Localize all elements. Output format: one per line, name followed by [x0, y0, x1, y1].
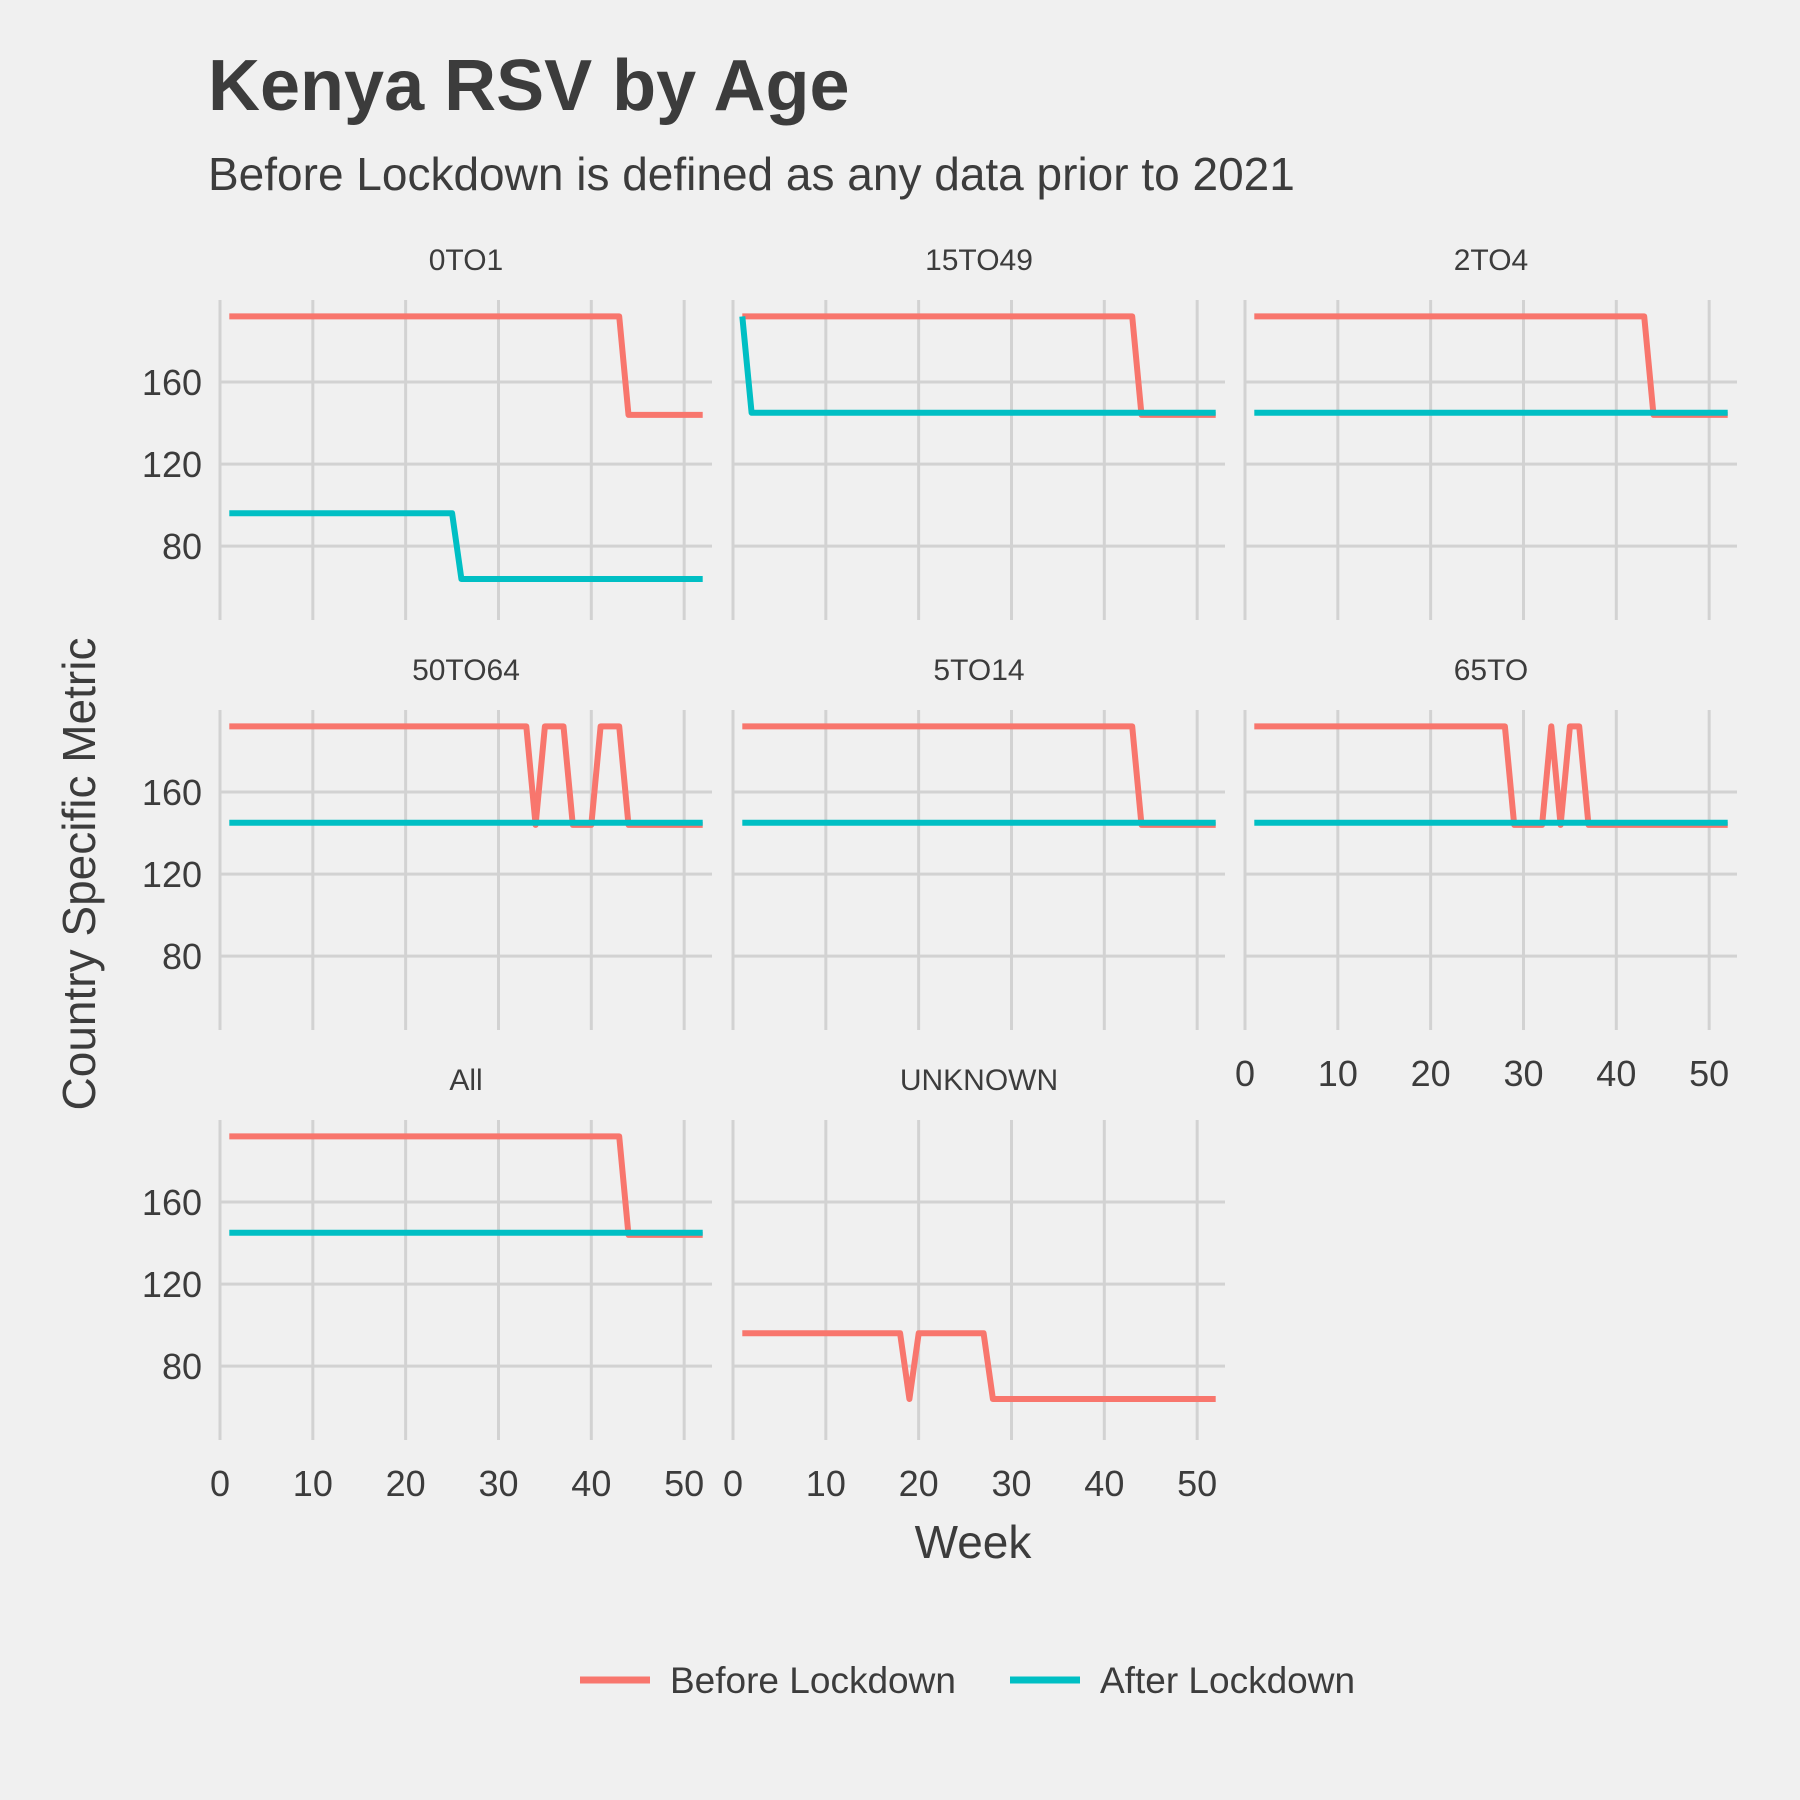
x-tick-label: 0: [210, 1463, 230, 1504]
y-tick-label: 160: [142, 1182, 202, 1223]
x-tick-label: 0: [723, 1463, 743, 1504]
facet-label: 15TO49: [925, 244, 1033, 277]
y-tick-label: 80: [162, 526, 202, 567]
legend-label: Before Lockdown: [670, 1660, 956, 1701]
legend-label: After Lockdown: [1100, 1660, 1355, 1701]
x-tick-label: 40: [1596, 1053, 1636, 1094]
x-tick-label: 50: [1689, 1053, 1729, 1094]
x-tick-label: 10: [293, 1463, 333, 1504]
x-tick-label: 40: [571, 1463, 611, 1504]
y-tick-label: 120: [142, 854, 202, 895]
x-tick-label: 10: [806, 1463, 846, 1504]
facet-label: 0TO1: [429, 244, 504, 277]
series-line: [229, 1133, 703, 1238]
x-axis-title: Week: [915, 1516, 1033, 1568]
series-line: [229, 723, 703, 828]
facet-label: 5TO14: [933, 654, 1024, 687]
y-tick-label: 80: [162, 936, 202, 977]
series-line: [739, 316, 1216, 416]
y-tick-label: 80: [162, 1346, 202, 1387]
facet-panel: 65TO 0 10 20 30 40 50: [1235, 654, 1737, 1094]
x-tick-label: 50: [1177, 1463, 1217, 1504]
facet-label: 2TO4: [1454, 244, 1529, 277]
x-tick-label: 0: [1235, 1053, 1255, 1094]
series-line: [742, 723, 1216, 828]
series-line: [229, 510, 703, 582]
facet-panel: 15TO49: [731, 244, 1225, 620]
facet-panel: 0TO1 80 120 160: [142, 244, 712, 620]
facet-label: 65TO: [1454, 654, 1529, 687]
x-tick-label: 20: [899, 1463, 939, 1504]
facet-panel: 50TO64 80 120 160: [142, 654, 712, 1030]
series-line: [1254, 723, 1728, 828]
x-tick-label: 30: [1503, 1053, 1543, 1094]
y-tick-label: 120: [142, 1264, 202, 1305]
chart-subtitle: Before Lockdown is defined as any data p…: [208, 148, 1295, 200]
x-tick-label: 20: [386, 1463, 426, 1504]
y-axis-title: Country Specific Metric: [53, 638, 105, 1111]
legend-item: After Lockdown: [1010, 1660, 1355, 1701]
facet-panel: All 80 120 160 0 10 20 30 40 50: [142, 1064, 712, 1504]
series-line: [1254, 313, 1728, 418]
x-tick-label: 20: [1411, 1053, 1451, 1094]
x-tick-label: 30: [991, 1463, 1031, 1504]
facet-panels: 0TO1 80 120 160 15TO49 2TO4 50TO64 80 120 160 5TO1…: [142, 244, 1737, 1504]
series-line: [229, 313, 703, 418]
facet-label: 50TO64: [412, 654, 520, 687]
facet-label: UNKNOWN: [900, 1064, 1058, 1097]
legend-item: Before Lockdown: [580, 1660, 956, 1701]
facet-label: All: [449, 1064, 482, 1097]
x-tick-label: 30: [478, 1463, 518, 1504]
facet-panel: UNKNOWN 0 10 20 30 40 50: [723, 1064, 1225, 1504]
series-line: [742, 313, 1216, 418]
y-tick-label: 160: [142, 362, 202, 403]
x-tick-label: 40: [1084, 1463, 1124, 1504]
y-tick-label: 120: [142, 444, 202, 485]
chart-title: Kenya RSV by Age: [208, 46, 850, 126]
facet-panel: 5TO14: [731, 654, 1225, 1030]
facet-panel: 2TO4: [1243, 244, 1737, 620]
x-tick-label: 50: [664, 1463, 704, 1504]
y-tick-label: 160: [142, 772, 202, 813]
legend: Before Lockdown After Lockdown: [580, 1660, 1355, 1701]
series-line: [742, 1330, 1216, 1402]
x-tick-label: 10: [1318, 1053, 1358, 1094]
